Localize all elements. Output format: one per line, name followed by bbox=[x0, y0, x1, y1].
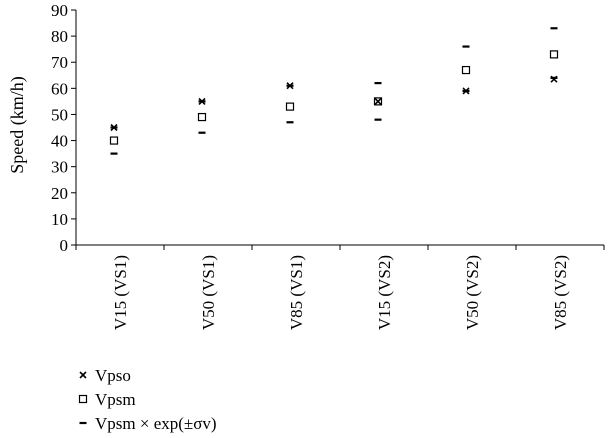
legend-marker-vpso bbox=[79, 371, 87, 379]
point-vpso bbox=[198, 97, 206, 105]
point-vpso bbox=[110, 123, 118, 132]
legend-label: Vpso bbox=[95, 366, 131, 385]
point-vpso bbox=[550, 75, 558, 83]
y-tick-label: 80 bbox=[51, 27, 68, 46]
y-tick-label: 20 bbox=[51, 184, 68, 203]
y-tick-label: 50 bbox=[51, 105, 68, 124]
cross-stroke bbox=[286, 82, 294, 90]
y-tick-label: 70 bbox=[51, 53, 68, 72]
cross-stroke bbox=[110, 123, 118, 132]
x-tick-label: V50 (VS1) bbox=[199, 255, 218, 330]
y-tick-label: 10 bbox=[51, 210, 68, 229]
cross-stroke bbox=[79, 371, 87, 379]
y-tick-label: 40 bbox=[51, 132, 68, 151]
x-tick-label: V85 (VS1) bbox=[287, 255, 306, 330]
x-tick-label: V15 (VS2) bbox=[375, 255, 394, 330]
y-tick-label: 30 bbox=[51, 158, 68, 177]
legend-label: Vpsm × exp(±σv) bbox=[95, 414, 217, 433]
cross-stroke bbox=[198, 97, 206, 105]
legend-label: Vpsm bbox=[95, 390, 136, 409]
x-tick-label: V85 (VS2) bbox=[551, 255, 570, 330]
cross-stroke bbox=[374, 97, 382, 105]
cross-stroke bbox=[462, 87, 470, 95]
point-vpsm bbox=[549, 50, 559, 59]
point-vpsm bbox=[461, 65, 471, 75]
point-vpsm bbox=[197, 112, 207, 122]
axes bbox=[75, 10, 604, 246]
point-vpsm bbox=[109, 136, 119, 145]
y-tick-label: 90 bbox=[51, 1, 68, 20]
legend: Vpso Vpsm Vpsm × exp(±σv) bbox=[78, 366, 217, 433]
point-vpso bbox=[286, 82, 294, 90]
x-tick-label: V15 (VS1) bbox=[111, 255, 130, 330]
cross-stroke bbox=[550, 75, 558, 83]
y-tick-label: 60 bbox=[51, 79, 68, 98]
x-tick-label: V50 (VS2) bbox=[463, 255, 482, 330]
y-axis-ticks: 0 10 20 30 40 50 60 70 80 90 bbox=[51, 1, 76, 255]
x-axis-ticks: V15 (VS1) V50 (VS1) V85 (VS1) V15 (VS2) V50 … bbox=[75, 245, 605, 330]
point-vpso bbox=[462, 87, 470, 95]
data-marks bbox=[109, 27, 559, 155]
y-axis-label: Speed (km/h) bbox=[7, 76, 28, 173]
point-vpsm bbox=[373, 97, 383, 106]
point-vpso bbox=[374, 97, 382, 105]
y-tick-label: 0 bbox=[60, 236, 69, 255]
legend-marker-vpsm bbox=[78, 394, 88, 404]
point-vpsm bbox=[285, 102, 295, 111]
